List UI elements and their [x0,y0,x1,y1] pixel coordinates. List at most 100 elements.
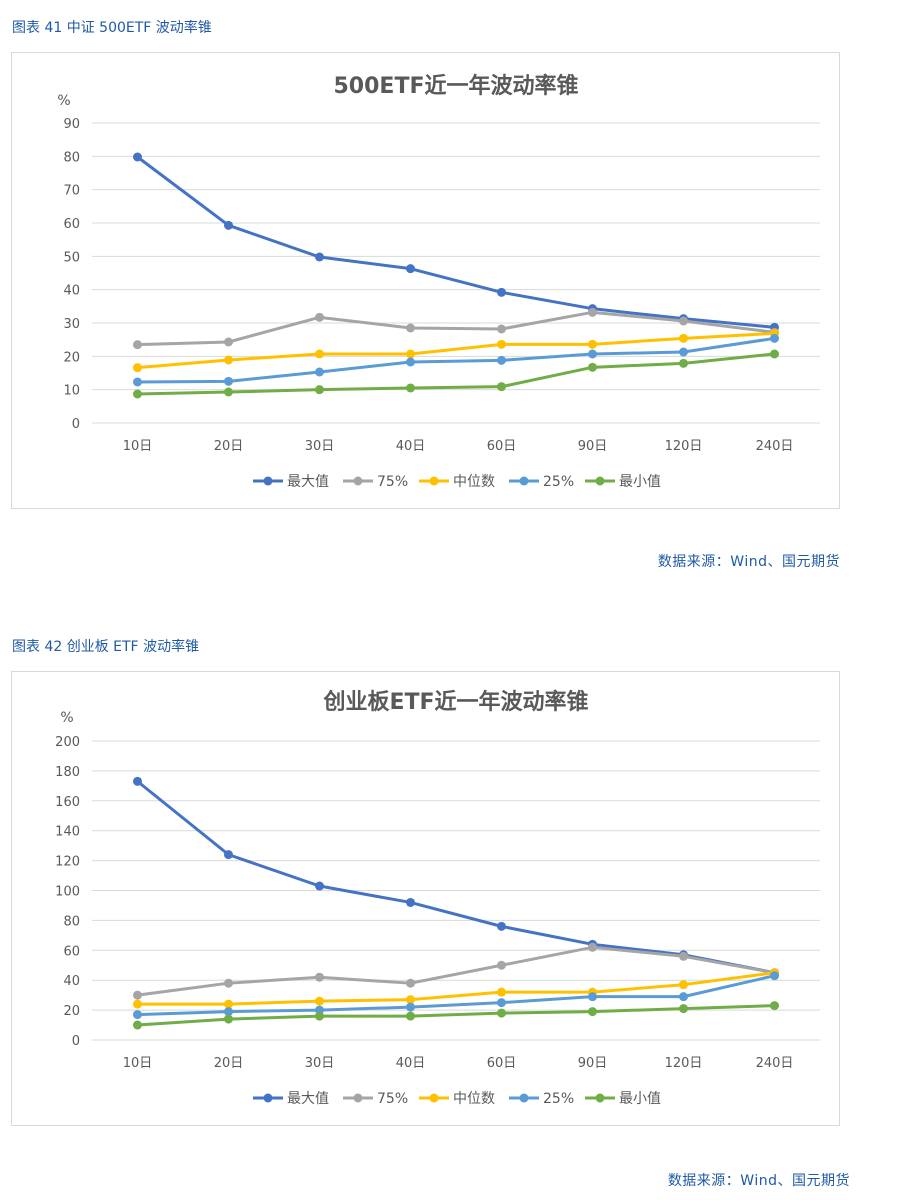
data-point [497,987,506,997]
legend-swatch-marker [429,476,439,486]
data-point [679,1004,688,1014]
data-point [406,1011,415,1021]
data-point [497,324,506,334]
data-point [588,307,597,317]
data-point [588,1007,597,1017]
y-axis-unit: % [57,93,70,109]
data-point [315,367,324,377]
data-point [497,921,506,931]
chart-500etf: 500ETF近一年波动率锥% 0 10 20 30 40 50 60 70 80 90 10日 20日 3… [11,52,840,509]
legend-label: 中位数 [453,474,495,490]
x-tick-label: 60日 [487,1056,517,1071]
data-point [133,776,142,786]
y-tick-label: 10 [63,384,80,399]
x-tick-label: 120日 [665,439,703,454]
data-point [588,362,597,372]
y-tick-label: 30 [63,317,80,332]
y-tick-label: 60 [63,217,80,232]
data-point [406,995,415,1005]
chart-chinext-etf-svg: 创业板ETF近一年波动率锥% 0 20 40 60 80 100 120 140 160 180 20… [55,689,820,1107]
y-tick-label: 20 [63,350,80,365]
data-point [406,357,415,367]
data-point [679,358,688,368]
legend-swatch-marker [595,1093,605,1103]
y-tick-label: 80 [63,914,80,929]
data-point [497,355,506,365]
data-point [406,383,415,393]
data-point [770,349,779,359]
data-point [406,323,415,333]
chart-title: 500ETF近一年波动率锥 [334,73,579,99]
data-point [315,1011,324,1021]
data-point [588,349,597,359]
data-point [133,363,142,373]
data-point [224,978,233,988]
data-point [406,897,415,907]
data-point [315,312,324,322]
series-line [137,331,775,370]
chart-500etf-svg: 500ETF近一年波动率锥% 0 10 20 30 40 50 60 70 80 90 10日 20日 3… [57,73,820,490]
series-line [137,1004,775,1027]
series-line [137,352,775,396]
y-tick-label: 200 [55,735,80,750]
data-point [679,333,688,343]
data-point [224,337,233,347]
data-point [224,1014,233,1024]
legend-label: 75% [377,1091,408,1107]
legend: 最大值 75% 中位数 25% 最小值 [253,474,661,490]
data-point [224,376,233,386]
y-tick-label: 140 [55,825,80,840]
x-tick-label: 30日 [305,439,335,454]
legend-label: 最大值 [287,474,329,490]
legend-swatch-marker [353,476,363,486]
data-point [679,992,688,1002]
x-tick-label: 30日 [305,1056,335,1071]
figure-42-caption: 图表 42 创业板 ETF 波动率锥 [12,639,200,655]
legend-label: 最大值 [287,1091,329,1107]
data-point [224,387,233,397]
data-point [133,1020,142,1030]
legend-swatch-marker [353,1093,363,1103]
series-line [137,971,775,1006]
y-tick-label: 180 [55,765,80,780]
series-line [137,310,775,347]
data-point [679,316,688,326]
legend: 最大值 75% 中位数 25% 最小值 [253,1091,661,1107]
series-line [137,945,775,997]
legend-swatch-marker [429,1093,439,1103]
data-point [133,389,142,399]
legend-label: 最小值 [619,1091,661,1107]
data-point [133,340,142,350]
data-point [406,349,415,359]
data-point [497,339,506,349]
legend-label: 25% [543,474,574,490]
x-tick-label: 40日 [396,439,426,454]
data-point [497,382,506,392]
data-point [497,287,506,297]
data-point [679,347,688,357]
y-tick-label: 100 [55,885,80,900]
data-point [770,971,779,981]
series-line [136,780,775,975]
x-tick-label: 120日 [665,1056,703,1071]
y-tick-label: 80 [63,150,80,165]
legend-swatch-marker [263,476,273,486]
data-point [406,978,415,988]
data-point [770,333,779,343]
legend-label: 中位数 [453,1091,495,1107]
data-point [315,972,324,982]
y-tick-label: 70 [63,184,80,199]
data-point [588,339,597,349]
data-point [679,951,688,961]
figure-41-source: 数据来源：Wind、国元期货 [657,554,840,570]
legend-label: 75% [377,474,408,490]
legend-swatch-marker [595,476,605,486]
y-tick-label: 120 [55,855,80,870]
y-tick-label: 20 [63,1004,80,1019]
data-point [133,990,142,1000]
data-point [406,264,415,274]
series-line [136,155,775,329]
data-point [497,998,506,1008]
series-line [137,974,775,1017]
data-point [133,377,142,387]
